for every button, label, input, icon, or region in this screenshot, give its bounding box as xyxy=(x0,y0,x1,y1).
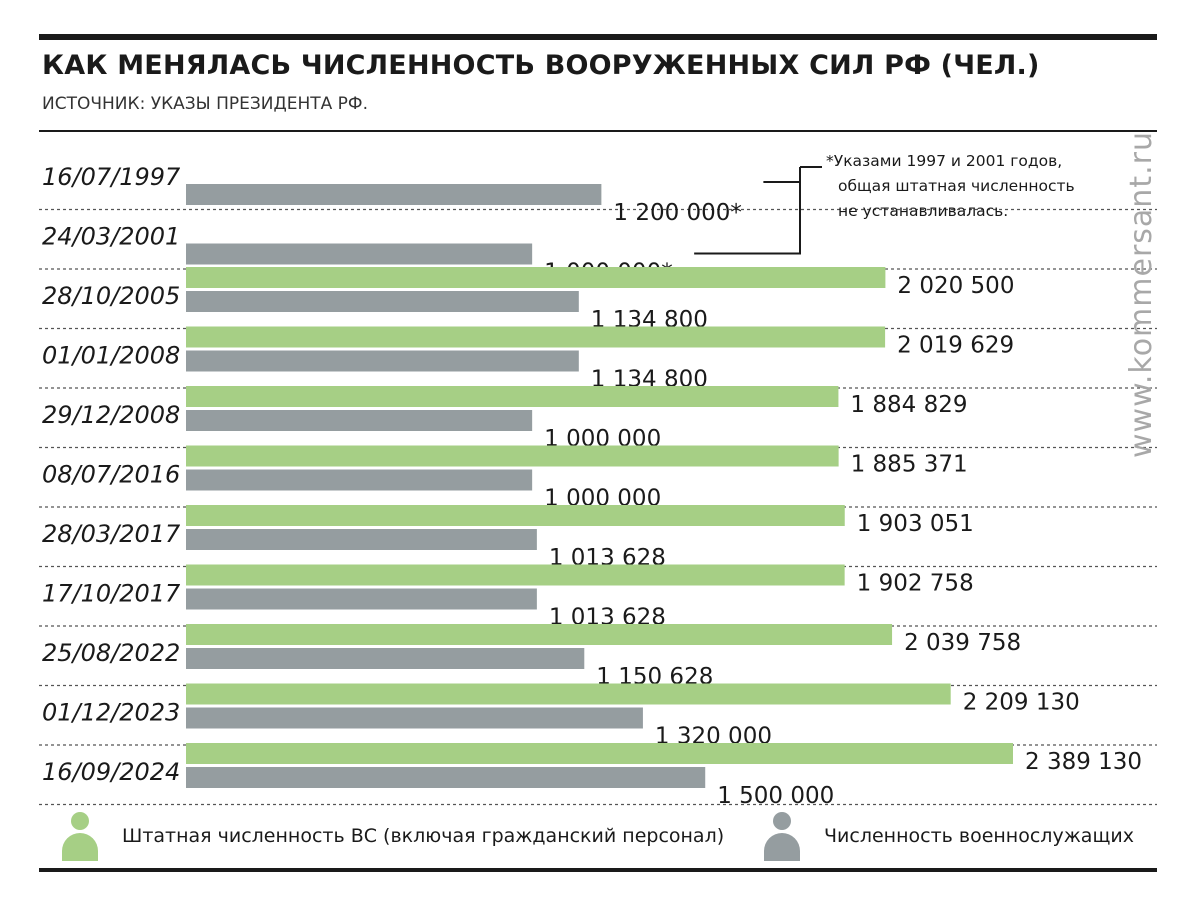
staff-value-label: 2 389 130 xyxy=(1025,749,1142,775)
person-icon xyxy=(62,812,98,861)
military-bar xyxy=(186,588,537,610)
staff-bar xyxy=(186,624,893,645)
military-bar xyxy=(186,243,533,265)
category-label: 29/12/2008 xyxy=(42,401,180,429)
military-value-label: 1 200 000* xyxy=(613,200,742,226)
watermark: www.kommersant.ru xyxy=(1124,131,1159,458)
footnote-line-3: не устанавливалась. xyxy=(838,202,1009,220)
category-label: 24/03/2001 xyxy=(42,223,180,251)
legend-item-military: Численность военнослужащих xyxy=(764,812,1134,861)
staff-bar xyxy=(186,683,951,705)
staff-bar xyxy=(186,743,1013,764)
staff-value-label: 1 884 829 xyxy=(850,392,967,418)
category-label: 08/07/2016 xyxy=(42,461,180,489)
footnote: *Указами 1997 и 2001 годов, общая штатна… xyxy=(826,149,1126,224)
legend-item-staff: Штатная численность ВС (включая гражданс… xyxy=(62,812,725,861)
category-label: 01/12/2023 xyxy=(42,699,180,727)
staff-value-label: 1 885 371 xyxy=(851,452,968,478)
legend-label-staff: Штатная численность ВС (включая гражданс… xyxy=(122,825,725,847)
top-rule xyxy=(39,34,1157,40)
staff-bar xyxy=(186,386,839,407)
staff-bar xyxy=(186,445,839,467)
category-label: 17/10/2017 xyxy=(42,580,181,608)
staff-value-label: 2 019 629 xyxy=(897,333,1014,359)
staff-bar xyxy=(186,267,886,288)
military-bar xyxy=(186,291,579,312)
staff-bar xyxy=(186,564,845,586)
footnote-bracket xyxy=(694,181,801,255)
military-bar xyxy=(186,350,579,372)
military-bar xyxy=(186,469,533,491)
staff-value-label: 1 903 051 xyxy=(857,511,974,537)
staff-value-label: 2 039 758 xyxy=(904,630,1021,656)
chart-subtitle: ИСТОЧНИК: УКАЗЫ ПРЕЗИДЕНТА РФ. xyxy=(42,94,368,114)
legend: Штатная численность ВС (включая гражданс… xyxy=(0,812,1200,862)
military-bar xyxy=(186,767,706,788)
military-bar xyxy=(186,410,533,431)
person-icon xyxy=(764,812,800,861)
staff-bar xyxy=(186,326,886,348)
header-rule xyxy=(39,130,1157,132)
category-label: 28/10/2005 xyxy=(42,282,180,310)
chart-title: КАК МЕНЯЛАСЬ ЧИСЛЕННОСТЬ ВООРУЖЕННЫХ СИЛ… xyxy=(42,50,1040,81)
bottom-rule xyxy=(39,868,1157,872)
staff-value-label: 1 902 758 xyxy=(857,571,974,597)
military-bar xyxy=(186,184,602,205)
legend-label-military: Численность военнослужащих xyxy=(824,825,1134,847)
military-bar xyxy=(186,707,643,729)
category-label: 01/01/2008 xyxy=(42,342,180,370)
military-bar xyxy=(186,529,537,550)
staff-value-label: 2 209 130 xyxy=(963,690,1080,716)
category-label: 25/08/2022 xyxy=(42,639,180,667)
military-value-label: 1 500 000 xyxy=(717,783,834,809)
staff-bar xyxy=(186,505,845,526)
category-label: 28/03/2017 xyxy=(42,520,181,548)
footnote-line-2: общая штатная численность xyxy=(838,177,1075,195)
category-label: 16/09/2024 xyxy=(42,758,180,786)
military-bar xyxy=(186,648,585,669)
category-label: 16/07/1997 xyxy=(42,163,181,191)
footnote-line-1: *Указами 1997 и 2001 годов, xyxy=(826,152,1063,170)
staff-value-label: 2 020 500 xyxy=(897,273,1014,299)
